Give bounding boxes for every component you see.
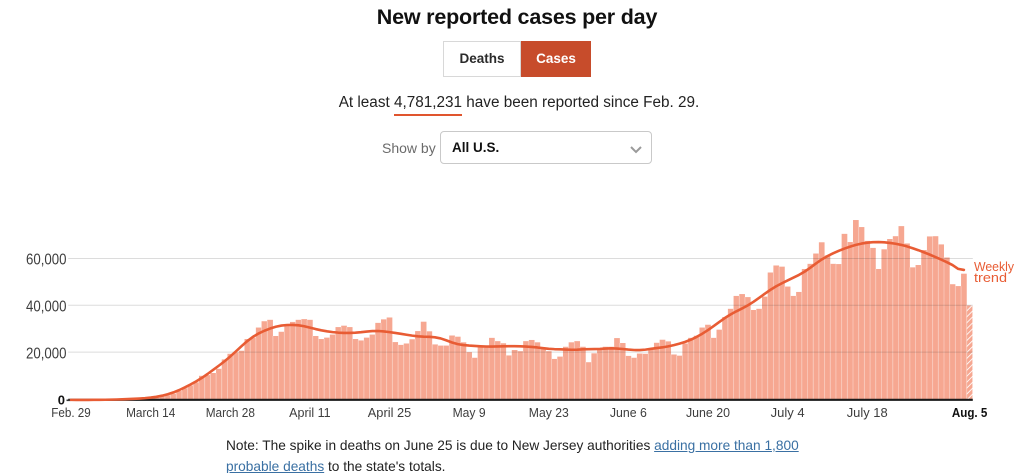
svg-text:0: 0 bbox=[58, 392, 65, 407]
svg-text:July 18: July 18 bbox=[847, 405, 888, 420]
svg-text:July 4: July 4 bbox=[771, 405, 805, 420]
svg-text:May 23: May 23 bbox=[529, 405, 569, 420]
svg-text:June 20: June 20 bbox=[686, 405, 730, 420]
svg-text:May 9: May 9 bbox=[453, 405, 486, 420]
svg-text:April 11: April 11 bbox=[289, 405, 331, 420]
svg-text:40,000: 40,000 bbox=[26, 299, 67, 316]
svg-text:March 14: March 14 bbox=[126, 405, 175, 420]
svg-text:trend: trend bbox=[974, 270, 1007, 285]
svg-text:March 28: March 28 bbox=[206, 405, 255, 420]
svg-text:60,000: 60,000 bbox=[26, 252, 67, 269]
svg-text:Aug. 5: Aug. 5 bbox=[952, 405, 988, 420]
svg-text:April 25: April 25 bbox=[368, 405, 412, 420]
svg-text:Weekly: Weekly bbox=[974, 259, 1014, 274]
svg-text:20,000: 20,000 bbox=[26, 345, 67, 362]
svg-text:Feb. 29: Feb. 29 bbox=[51, 405, 91, 420]
svg-text:June 6: June 6 bbox=[610, 405, 647, 420]
